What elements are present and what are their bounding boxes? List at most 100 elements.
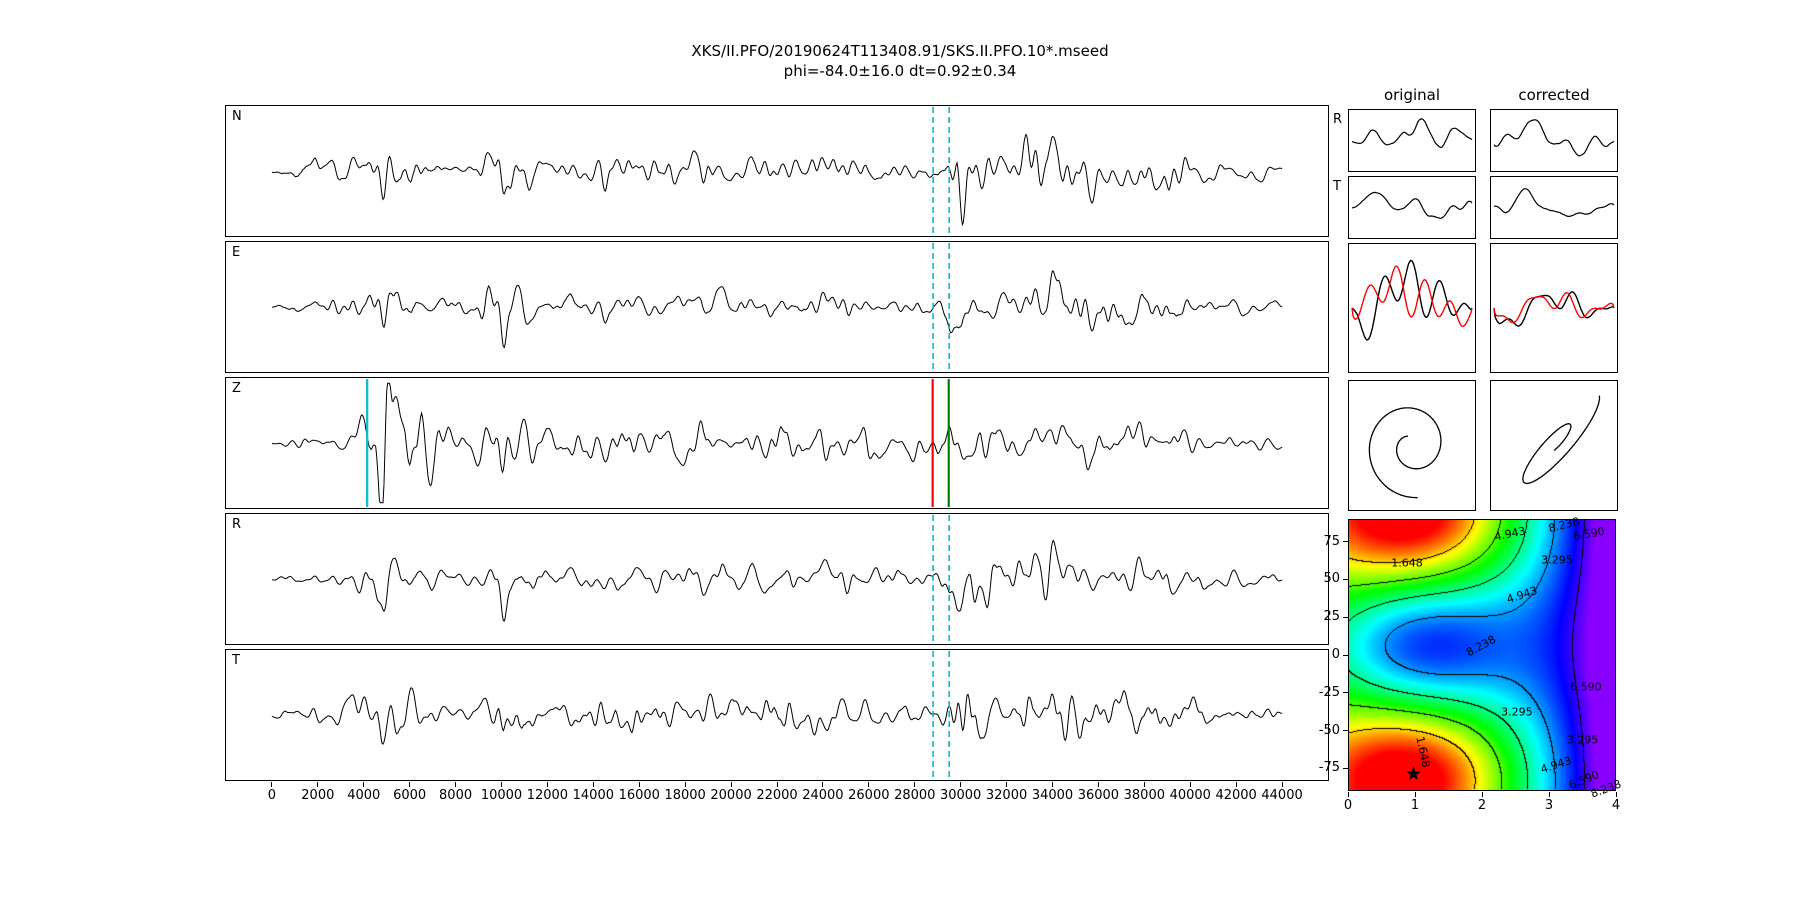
x-axis-tick-label: 2000 xyxy=(301,788,335,803)
phi-axis-tick-label: 50 xyxy=(1323,571,1340,587)
x-axis-tick-label: 4000 xyxy=(347,788,381,803)
pol-mini-panel-T-original xyxy=(1348,176,1476,239)
overlay-trace-red xyxy=(1351,265,1473,328)
x-axis-tick-label: 34000 xyxy=(1031,788,1074,803)
x-axis-tick xyxy=(730,782,732,787)
x-axis-tick xyxy=(409,782,411,787)
x-axis-tick xyxy=(868,782,870,787)
channel-label-T: T xyxy=(232,653,240,668)
figure-title: XKS/II.PFO/20190624T113408.91/SKS.II.PFO… xyxy=(691,42,1109,60)
x-axis-tick-label: 28000 xyxy=(894,788,936,803)
x-axis-tick-label: 38000 xyxy=(1123,788,1165,803)
figure-subtitle: phi=-84.0±16.0 dt=0.92±0.34 xyxy=(783,62,1017,80)
x-axis-tick-label: 26000 xyxy=(848,788,890,803)
dt-axis-tick xyxy=(1414,792,1416,797)
pol-mini-trace xyxy=(1493,187,1615,217)
phi-axis-tick xyxy=(1343,767,1348,769)
x-axis-tick-label: 36000 xyxy=(1077,788,1120,803)
pol-mini-panel-T-corrected xyxy=(1490,176,1618,239)
x-axis-tick xyxy=(1097,782,1099,787)
dt-axis-tick xyxy=(1548,792,1550,797)
phi-axis-tick-label: 0 xyxy=(1331,647,1340,662)
x-axis-tick xyxy=(1006,782,1008,787)
particle-motion-panel-original xyxy=(1348,380,1476,511)
x-axis-tick-label: 18000 xyxy=(664,788,706,803)
x-axis-tick xyxy=(363,782,365,787)
phi-axis-tick-label: -25 xyxy=(1318,684,1340,700)
x-axis-tick-label: 22000 xyxy=(756,788,798,803)
waveform-panel-Z: Z xyxy=(225,377,1329,509)
particle-motion-plot-original xyxy=(1368,407,1442,499)
x-axis-tick-label: 24000 xyxy=(802,788,844,803)
x-axis-tick xyxy=(960,782,962,787)
waveform-panel-R: R xyxy=(225,513,1329,645)
pol-mini-trace xyxy=(1351,118,1473,149)
x-axis-tick xyxy=(914,782,916,787)
waveform-plot-E xyxy=(271,243,1283,371)
contour-level-label: 6.590 xyxy=(1570,680,1602,694)
x-axis-tick xyxy=(1281,782,1283,787)
seismic-trace-E xyxy=(271,270,1283,349)
x-axis-tick xyxy=(1143,782,1145,787)
overlay-trace-red xyxy=(1493,291,1615,324)
waveform-panel-N: N xyxy=(225,105,1329,237)
contour-level-label: 3.295 xyxy=(1501,705,1533,719)
best-solution-star-marker: ★ xyxy=(1405,762,1423,785)
x-axis-tick xyxy=(822,782,824,787)
x-axis-tick-label: 0 xyxy=(267,788,277,803)
seismic-trace-T xyxy=(271,687,1283,745)
x-axis-tick xyxy=(638,782,640,787)
phi-axis-tick xyxy=(1343,692,1348,694)
x-axis-tick xyxy=(1052,782,1053,787)
source-overlay-panel-corrected xyxy=(1490,243,1618,373)
phi-axis-tick-label: -50 xyxy=(1318,722,1340,738)
waveform-plot-R xyxy=(271,515,1283,643)
waveform-panel-E: E xyxy=(225,241,1329,373)
phi-axis-tick-label: 25 xyxy=(1323,609,1340,625)
contour-level-label: 1.648 xyxy=(1391,556,1423,570)
column-header-original: original xyxy=(1383,86,1441,104)
seismic-trace-R xyxy=(271,539,1283,622)
pol-mini-plot-R-original xyxy=(1351,118,1473,149)
x-axis-tick xyxy=(455,782,457,787)
channel-label-N: N xyxy=(232,109,242,124)
phi-axis-tick xyxy=(1343,541,1348,543)
pol-mini-trace xyxy=(1351,191,1473,219)
x-axis-tick-label: 44000 xyxy=(1261,788,1303,803)
overlay-trace-black xyxy=(1351,259,1473,341)
pol-mini-plot-T-corrected xyxy=(1493,187,1615,217)
x-axis-tick xyxy=(776,782,778,787)
particle-motion-curve xyxy=(1368,407,1442,499)
x-axis-tick-label: 10000 xyxy=(480,788,523,803)
dt-axis-tick xyxy=(1615,792,1617,797)
phi-axis-tick xyxy=(1343,616,1348,618)
dt-axis-tick-label: 4 xyxy=(1611,798,1621,813)
x-axis-tick xyxy=(1189,782,1191,787)
pol-mini-plot-R-corrected xyxy=(1493,119,1615,157)
pol-mini-trace xyxy=(1493,119,1615,157)
dt-axis-tick-label: 2 xyxy=(1477,798,1487,813)
error-surface-panel xyxy=(1348,519,1616,791)
x-axis-tick xyxy=(501,782,502,787)
dt-axis-tick xyxy=(1347,792,1349,797)
error-surface-canvas xyxy=(1349,520,1615,790)
pol-mini-plot-T-original xyxy=(1351,191,1473,219)
mini-row-label-r: R xyxy=(1333,112,1343,127)
contour-level-label: 3.295 xyxy=(1541,553,1573,567)
waveform-plot-T xyxy=(271,651,1283,779)
x-axis-tick-label: 16000 xyxy=(618,788,660,803)
column-header-corrected: corrected xyxy=(1518,86,1590,104)
dt-axis-tick-label: 3 xyxy=(1544,798,1554,813)
channel-label-Z: Z xyxy=(232,381,241,396)
x-axis-tick-label: 42000 xyxy=(1215,788,1257,803)
phi-axis-tick-label: 75 xyxy=(1323,533,1340,549)
particle-motion-curve xyxy=(1522,395,1601,485)
x-axis-tick-label: 12000 xyxy=(526,788,569,803)
x-axis-tick xyxy=(592,782,594,787)
x-axis-tick-label: 14000 xyxy=(572,788,614,803)
dt-axis-tick xyxy=(1481,792,1483,797)
waveform-plot-N xyxy=(271,107,1283,235)
phi-axis-tick-label: -75 xyxy=(1318,760,1340,776)
x-axis-tick xyxy=(684,782,686,787)
